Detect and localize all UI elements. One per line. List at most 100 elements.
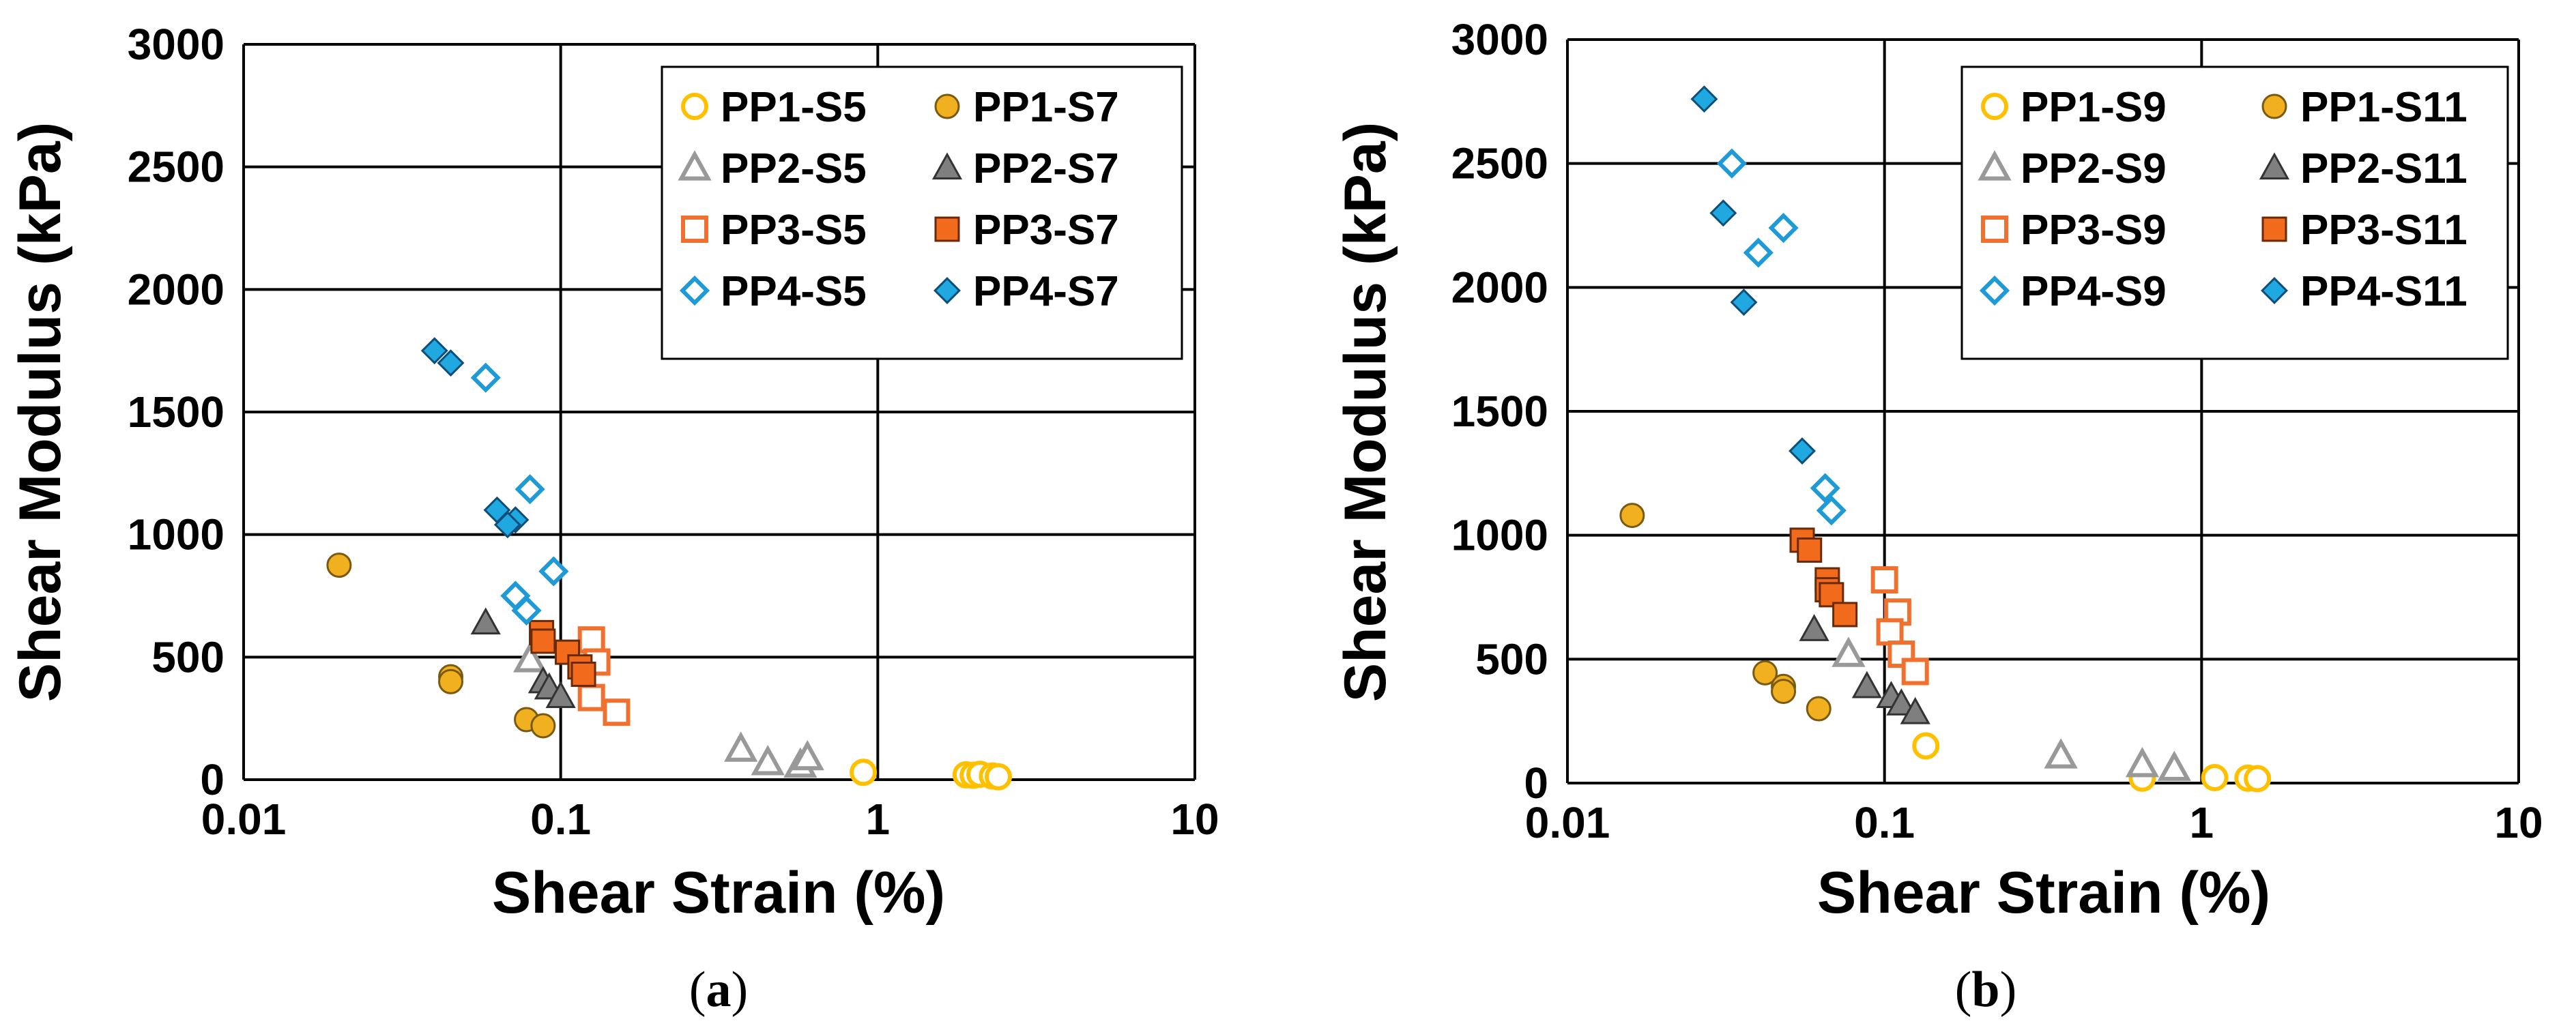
legend-marker-pp2-s11 xyxy=(2259,152,2290,180)
chart-panel-b: 0 500 1000 1500 2000 2500 3000 0.01 0.1 1 10 Shea… xyxy=(1333,15,2543,1018)
series-pp2-s7 xyxy=(470,607,576,708)
data-point-pp3-s9 xyxy=(1870,566,1898,594)
legend-label-pp1-s5: PP1-S5 xyxy=(721,84,867,131)
gridlines-a xyxy=(242,43,1196,781)
y-axis-title-b: Shear Modulus (kPa) xyxy=(1333,122,1398,703)
data-point-pp4-s5 xyxy=(470,362,501,393)
panel-label-a-letter: a xyxy=(706,962,732,1018)
series-pp4-s9 xyxy=(1716,148,1847,526)
y-tick-label: 0 xyxy=(1524,759,1548,808)
x-tick-label: 0.01 xyxy=(1525,798,1610,847)
y-tick-label: 500 xyxy=(1475,634,1548,683)
panel-label-b-letter: b xyxy=(1971,962,1999,1018)
data-point-pp4-s5 xyxy=(538,556,569,587)
data-point-pp2-s9 xyxy=(2044,738,2078,769)
y-tick-label: 2000 xyxy=(128,265,225,314)
legend-label-pp2-s11: PP2-S11 xyxy=(2300,145,2468,192)
data-point-pp2-s11 xyxy=(1900,696,1930,724)
data-point-pp4-s11 xyxy=(1709,199,1737,227)
data-point-pp4-s7 xyxy=(493,511,521,539)
data-point-pp4-s11 xyxy=(1730,289,1758,317)
series-pp3-s9 xyxy=(1870,566,1929,686)
data-point-pp3-s9 xyxy=(1876,618,1904,646)
x-tick-label: 10 xyxy=(2494,798,2543,847)
y-tick-label: 1500 xyxy=(128,387,225,437)
data-point-pp3-s5 xyxy=(577,626,605,654)
legend-marker-pp2-s7 xyxy=(931,152,963,180)
x-tick-labels-a: 0.01 0.1 1 10 xyxy=(201,795,1219,844)
y-tick-label: 2500 xyxy=(1451,139,1548,188)
x-tick-label: 0.1 xyxy=(1854,798,1915,847)
y-tick-labels-b: 0 500 1000 1500 2000 2500 3000 xyxy=(1451,15,1548,808)
panel-label-b: (b) xyxy=(1955,962,2016,1018)
legend-label-pp4-s9: PP4-S9 xyxy=(2021,268,2167,315)
data-point-pp3-s5 xyxy=(577,683,605,711)
legend-label-pp2-s9: PP2-S9 xyxy=(2021,145,2167,192)
data-point-pp2-s11 xyxy=(1886,688,1917,716)
series-pp4-s7 xyxy=(420,337,530,539)
legend-marker-pp3-s7 xyxy=(934,216,960,242)
legend-box xyxy=(1960,65,2509,360)
y-tick-label: 3000 xyxy=(128,20,225,69)
data-point-pp2-s9 xyxy=(1832,636,1866,667)
data-point-pp1-s5 xyxy=(985,763,1013,791)
data-point-pp2-s11 xyxy=(1799,614,1829,641)
data-point-pp4-s7 xyxy=(437,349,465,377)
legend-marker-pp2-s5 xyxy=(678,150,712,181)
data-point-pp4-s11 xyxy=(1690,85,1718,113)
legend-marker-pp1-s11 xyxy=(2261,93,2287,119)
legend-marker-pp1-s9 xyxy=(1981,93,2008,120)
data-point-pp1-s7 xyxy=(326,553,352,578)
data-point-pp4-s11 xyxy=(1789,437,1816,465)
legend-label-pp2-s7: PP2-S7 xyxy=(973,145,1119,192)
data-point-pp4-s7 xyxy=(420,337,448,365)
legend-marker-pp1-s7 xyxy=(934,93,960,119)
data-point-pp1-s11 xyxy=(1752,660,1778,686)
data-point-pp2-s5 xyxy=(724,731,758,762)
legend-label-pp4-s7: PP4-S7 xyxy=(973,268,1119,315)
y-tick-label: 2500 xyxy=(128,143,225,192)
data-point-pp2-s5 xyxy=(790,739,824,771)
data-point-pp3-s11 xyxy=(1832,602,1858,628)
panel-label-a: (a) xyxy=(689,962,748,1018)
x-tick-label: 1 xyxy=(866,795,891,844)
chart-panel-a: 0 500 1000 1500 2000 2500 3000 0.01 0.1 1 10 Shea… xyxy=(8,20,1219,1018)
data-points-a xyxy=(326,337,1013,791)
data-point-pp1-s11 xyxy=(1771,679,1797,705)
series-pp1-s7 xyxy=(326,553,556,739)
y-tick-label: 1000 xyxy=(128,510,225,559)
series-pp4-s5 xyxy=(470,362,569,626)
data-point-pp1-s11 xyxy=(1806,696,1832,722)
data-point-pp3-s11 xyxy=(1797,537,1823,563)
x-axis-title-b: Shear Strain (%) xyxy=(1817,860,2270,926)
data-point-pp2-s11 xyxy=(1851,671,1882,698)
data-point-pp1-s11 xyxy=(1619,503,1645,529)
legend-marker-pp2-s9 xyxy=(1978,150,2012,181)
series-pp3-s7 xyxy=(529,619,596,687)
series-pp2-s11 xyxy=(1799,614,1930,724)
x-tick-labels-b: 0.01 0.1 1 10 xyxy=(1525,798,2543,847)
x-tick-label: 1 xyxy=(2190,798,2214,847)
series-pp1-s11 xyxy=(1619,503,1832,722)
legend-label-pp1-s11: PP1-S11 xyxy=(2300,84,2468,131)
data-point-pp1-s9 xyxy=(1912,732,1940,760)
y-tick-labels-a: 0 500 1000 1500 2000 2500 3000 xyxy=(128,20,225,804)
data-point-pp4-s9 xyxy=(1816,495,1847,526)
data-point-pp2-s9 xyxy=(2157,750,2191,781)
x-tick-label: 0.01 xyxy=(201,795,287,844)
data-points-b xyxy=(1619,85,2272,793)
data-point-pp3-s5 xyxy=(603,698,631,726)
gridlines-b xyxy=(1566,38,2520,784)
x-axis-title-a: Shear Strain (%) xyxy=(492,860,945,926)
series-pp3-s5 xyxy=(577,626,631,726)
data-point-pp4-s5 xyxy=(511,595,542,626)
legend-label-pp1-s9: PP1-S9 xyxy=(2021,84,2167,131)
data-point-pp1-s9 xyxy=(2201,764,2229,792)
data-point-pp1-s7 xyxy=(438,668,464,694)
series-pp4-s11 xyxy=(1690,85,1816,465)
data-point-pp1-s9 xyxy=(2244,765,2272,793)
x-tick-label: 0.1 xyxy=(530,795,591,844)
data-point-pp2-s9 xyxy=(2125,747,2160,778)
data-point-pp4-s9 xyxy=(1810,473,1840,503)
